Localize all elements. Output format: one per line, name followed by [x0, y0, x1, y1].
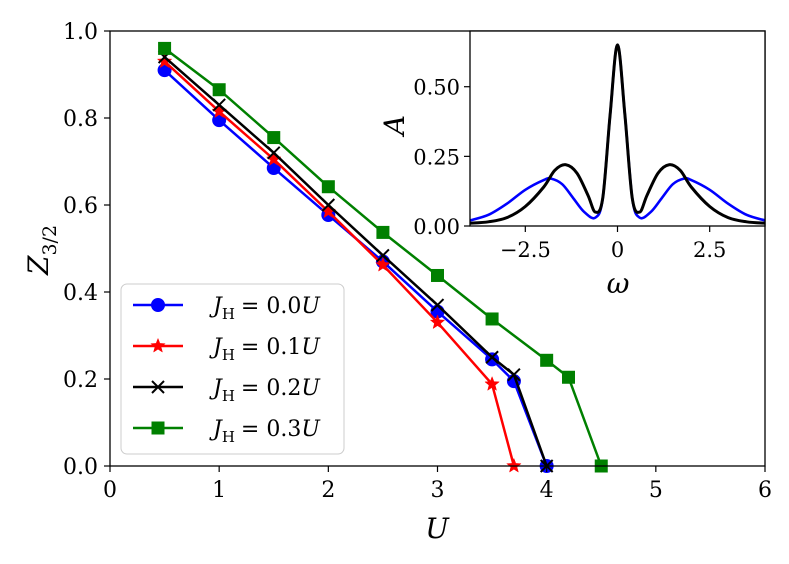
legend-label-symbol: J	[209, 294, 223, 319]
inset-y-tick-label: 0.25	[413, 145, 460, 169]
legend-label-value: = 0.2	[241, 376, 301, 401]
data-point	[158, 41, 172, 55]
data-point	[375, 256, 391, 272]
legend-label-unit: U	[301, 376, 321, 401]
data-point	[484, 376, 500, 391]
series-line	[163, 47, 603, 467]
legend-label-symbol: J	[209, 417, 223, 442]
data-point	[430, 298, 445, 312]
legend-label: JH = 0.0U	[209, 294, 321, 323]
inset-spectrum-line-1	[469, 43, 766, 225]
inset-ticks: −2.5 0 2.5 0.00 0.25 0.50	[413, 76, 726, 262]
legend-label-unit: U	[301, 294, 321, 319]
legend-label-value: = 0.0	[241, 294, 301, 319]
data-point	[506, 457, 522, 473]
legend-label-unit: U	[301, 417, 321, 442]
inset-x-tick-label: −2.5	[500, 238, 551, 262]
inset-x-tick-label: 0	[611, 238, 624, 262]
series-line	[163, 60, 516, 467]
data-point	[376, 225, 390, 239]
inset-x-axis-label: ω	[607, 267, 630, 300]
main-data-layer	[156, 41, 608, 473]
series-3	[158, 41, 608, 473]
main-y-tick-label: 0.2	[63, 368, 98, 393]
legend-entry: JH = 0.2U	[133, 376, 321, 405]
legend-label-value: = 0.3	[241, 417, 301, 442]
main-y-axis-label-group: Z3/2	[22, 225, 61, 276]
inset-y-tick-label: 0.00	[413, 215, 460, 239]
series-1	[156, 53, 522, 473]
data-point	[212, 98, 226, 112]
main-x-axis-label: U	[425, 512, 450, 545]
legend-label: JH = 0.1U	[209, 335, 321, 364]
svg-text:Z3/2: Z3/2	[22, 225, 61, 276]
data-point	[562, 370, 575, 384]
main-x-tick-label: 2	[321, 478, 335, 503]
data-point	[431, 268, 444, 282]
legend-label-subscript: H	[222, 387, 235, 405]
inset-x-tick-label: 2.5	[693, 238, 726, 262]
inset-y-tick-label: 0.50	[413, 76, 460, 100]
main-x-tick-label: 6	[758, 478, 772, 503]
main-y-tick-label: 0.6	[63, 194, 98, 219]
legend-entry: JH = 0.0U	[133, 294, 321, 323]
legend-label-subscript: H	[222, 305, 235, 323]
main-y-tick-label: 0.8	[63, 107, 98, 132]
main-y-tick-label: 1.0	[63, 20, 98, 45]
legend-box	[120, 283, 345, 455]
main-x-tick-label: 4	[540, 478, 554, 503]
legend-label-subscript: H	[222, 346, 235, 364]
data-point	[156, 53, 173, 69]
inset-y-axis-label: A	[378, 115, 411, 138]
data-point	[321, 180, 335, 194]
legend-marker	[151, 380, 165, 394]
data-point	[485, 350, 499, 364]
data-point	[485, 312, 499, 326]
inset-data-layer	[469, 43, 766, 225]
main-plot: 0 1 2 3 4 5 6 0.0 0.2 0.4 0.6 0.8 1.0 U Z3/2	[22, 20, 772, 545]
legend-label-symbol: J	[209, 376, 223, 401]
data-point	[376, 248, 390, 263]
data-point	[429, 314, 446, 330]
data-point	[321, 198, 336, 212]
data-point	[507, 367, 521, 382]
legend-label-subscript: H	[222, 428, 235, 446]
legend-marker	[151, 421, 165, 435]
main-y-axis-label: Z	[22, 255, 55, 276]
data-point	[540, 353, 554, 367]
main-ticks: 0 1 2 3 4 5 6 0.0 0.2 0.4 0.6 0.8 1.0	[63, 20, 772, 503]
data-point	[267, 146, 281, 160]
data-point	[267, 131, 281, 145]
main-y-axis-subscript: 3/2	[39, 225, 61, 256]
legend-marker	[151, 298, 165, 312]
main-x-tick-label: 5	[649, 478, 663, 503]
data-point	[212, 83, 226, 97]
main-x-tick-label: 0	[103, 478, 117, 503]
data-point	[485, 352, 500, 367]
legend-entry: JH = 0.3U	[133, 417, 321, 446]
legend-entry: JH = 0.1U	[133, 335, 321, 364]
legend-marker	[150, 337, 166, 353]
main-x-tick-label: 3	[431, 478, 445, 503]
legend-label: JH = 0.2U	[209, 376, 321, 405]
main-y-tick-label: 0.0	[63, 455, 98, 480]
inset-plot: −2.5 0 2.5 0.00 0.25 0.50 ω A	[378, 30, 766, 300]
legend-label-symbol: J	[209, 335, 223, 360]
legend-label-unit: U	[301, 335, 321, 360]
legend-label-value: = 0.1	[241, 335, 301, 360]
legend-label: JH = 0.3U	[209, 417, 321, 446]
main-y-tick-label: 0.4	[63, 281, 98, 306]
main-x-tick-label: 1	[212, 478, 226, 503]
